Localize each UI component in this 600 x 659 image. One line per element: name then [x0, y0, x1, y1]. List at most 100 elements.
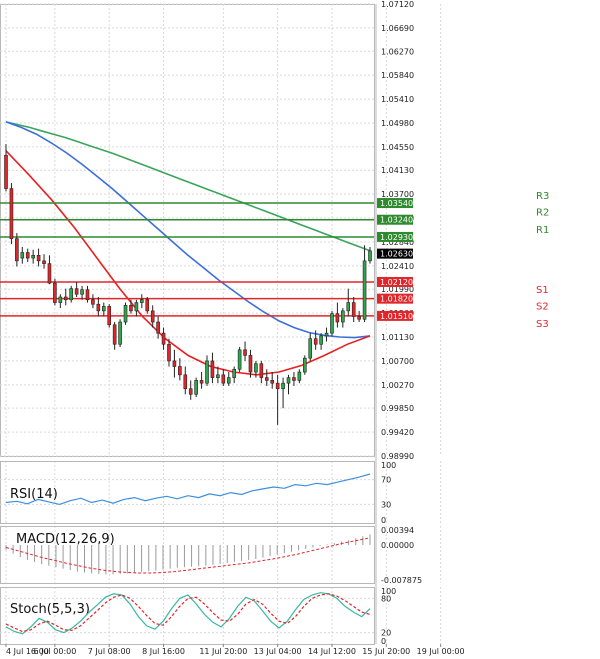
- price-tick-label: 1.06690: [381, 24, 414, 33]
- candle-bullish: [324, 332, 329, 337]
- candle-bullish: [237, 349, 242, 370]
- candle-bearish: [150, 310, 155, 323]
- pivot-price-value: 1.02930: [380, 233, 413, 242]
- candle-bearish: [36, 254, 41, 262]
- candle-bearish: [292, 377, 296, 381]
- stoch-tick-label: 100: [381, 587, 396, 596]
- price-tick-label: 1.06270: [381, 47, 414, 56]
- panel-frame: [0, 4, 375, 457]
- pivot-price-value: 1.01510: [380, 312, 413, 321]
- stoch-tick-label: 0: [381, 637, 386, 646]
- price-tick-label: 1.02410: [381, 262, 414, 271]
- candle-bearish: [15, 238, 19, 262]
- pivot-name-r1: R1: [536, 225, 549, 236]
- pivot-name-s3: S3: [536, 319, 549, 330]
- candle-bearish: [9, 188, 14, 239]
- x-tick-label: 4 Jul 16:00: [6, 647, 49, 656]
- candle-bearish: [313, 338, 318, 345]
- candle-bearish: [259, 363, 264, 378]
- candle-bearish: [91, 299, 95, 305]
- rsi-label: RSI(14): [10, 487, 58, 502]
- price-tick-label: 1.05410: [381, 95, 414, 104]
- candle-bearish: [25, 252, 30, 259]
- price-tick-label: 0.98990: [381, 452, 414, 461]
- candle-bearish: [74, 288, 79, 295]
- candle-bullish: [330, 313, 334, 334]
- candle-bearish: [167, 343, 171, 362]
- pivot-price-value: 1.03240: [380, 216, 413, 225]
- current-price-value: 1.02630: [380, 250, 413, 259]
- rsi-tick-label: 0: [381, 516, 386, 525]
- x-tick-label: 19 Jul 00:00: [417, 647, 465, 656]
- candle-bullish: [308, 338, 313, 359]
- candle-bullish: [303, 357, 307, 373]
- x-tick-label: 15 Jul 20:00: [362, 647, 410, 656]
- candle-bearish: [63, 296, 68, 301]
- stoch-k-line: [5, 592, 371, 635]
- candle-bearish: [85, 289, 90, 301]
- price-tick-label: 1.04550: [381, 143, 414, 152]
- candle-bearish: [248, 355, 253, 373]
- candle-bearish: [4, 154, 8, 189]
- price-tick-label: 0.99420: [381, 428, 414, 437]
- candle-bearish: [178, 366, 182, 376]
- pivot-price-tag: [377, 214, 413, 225]
- candle-bearish: [96, 303, 101, 312]
- candle-bullish: [368, 250, 372, 262]
- x-tick-label: 13 Jul 04:00: [254, 647, 302, 656]
- candle-bullish: [346, 302, 351, 312]
- candle-bearish: [53, 282, 57, 303]
- candle-bearish: [183, 374, 188, 390]
- candle-bullish: [58, 296, 63, 303]
- price-tick-label: 1.04130: [381, 166, 414, 175]
- x-tick-label: 6 Jul 00:00: [33, 647, 76, 656]
- pivot-price-tag: [377, 198, 413, 209]
- candle-bearish: [335, 313, 340, 323]
- candle-bullish: [101, 306, 106, 312]
- x-tick-label: 7 Jul 08:00: [88, 647, 131, 656]
- candle-bullish: [194, 380, 198, 395]
- candle-bearish: [112, 324, 117, 345]
- candle-bearish: [210, 360, 215, 378]
- candle-bullish: [20, 252, 25, 259]
- candle-bullish: [226, 377, 231, 384]
- current-price-tag: [377, 248, 413, 259]
- rsi-panel: RSI(14) 100 70 30 0: [0, 461, 396, 525]
- candle-bullish: [31, 254, 35, 259]
- pivot-name-s1: S1: [536, 285, 549, 296]
- macd-tick-label: -0.007875: [381, 576, 422, 585]
- candle-bullish: [205, 360, 209, 384]
- candle-bullish: [123, 305, 128, 323]
- candle-bullish: [254, 363, 258, 373]
- rsi-line: [5, 473, 371, 506]
- candle-bullish: [319, 335, 323, 345]
- candle-bullish: [232, 368, 236, 378]
- macd-tick-label: 0.00394: [381, 526, 414, 535]
- pivot-name-s2: S2: [536, 302, 549, 313]
- macd-label: MACD(12,26,9): [16, 532, 115, 547]
- candle-bullish: [281, 382, 285, 390]
- x-tick-label: 14 Jul 12:00: [308, 647, 356, 656]
- candle-bearish: [42, 260, 46, 264]
- candle-bearish: [351, 302, 356, 317]
- price-tick-label: 1.03700: [381, 190, 414, 199]
- panel-frame: [0, 461, 375, 524]
- panel-frame: [0, 526, 375, 584]
- x-tick-label: 8 Jul 16:00: [142, 647, 185, 656]
- stoch-tick-label: 80: [381, 594, 391, 603]
- rsi-tick-label: 30: [381, 500, 391, 509]
- pivot-price-value: 1.03540: [380, 199, 413, 208]
- price-tick-label: 1.05840: [381, 71, 414, 80]
- pivot-price-value: 1.02120: [380, 278, 413, 287]
- candle-bullish: [80, 289, 84, 295]
- candle-bullish: [134, 302, 139, 312]
- candle-bullish: [297, 371, 302, 381]
- candle-bearish: [156, 321, 160, 334]
- price-tick-label: 1.00270: [381, 381, 414, 390]
- candle-bearish: [270, 380, 275, 384]
- price-tick-label: 1.02840: [381, 238, 414, 247]
- candle-bearish: [188, 388, 193, 395]
- pivot-price-value: 1.01820: [380, 295, 413, 304]
